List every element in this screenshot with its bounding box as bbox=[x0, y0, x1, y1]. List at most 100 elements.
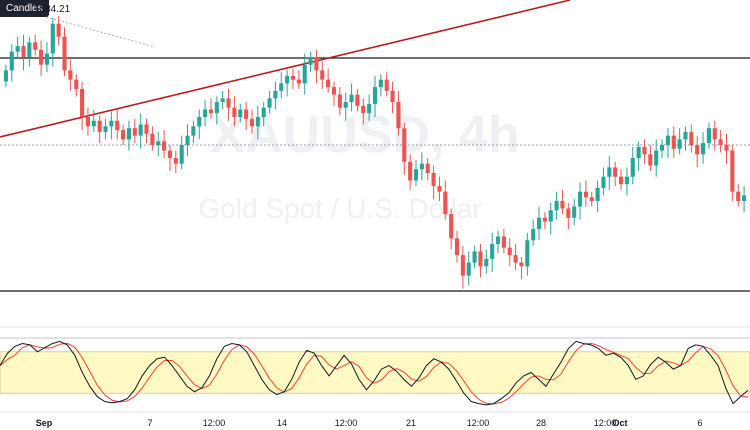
candle-body bbox=[121, 130, 126, 140]
candle-body bbox=[27, 42, 32, 58]
candle-body bbox=[742, 195, 747, 201]
candle-body bbox=[507, 247, 512, 256]
candle-body bbox=[156, 141, 161, 145]
candle-body bbox=[44, 53, 49, 65]
candle-body bbox=[384, 79, 389, 91]
candle-body bbox=[144, 124, 149, 134]
candle-body bbox=[115, 120, 120, 131]
series-tooltip[interactable]: Candles bbox=[0, 0, 49, 17]
candle-body bbox=[449, 214, 454, 239]
candle-body bbox=[337, 94, 342, 108]
candle-body bbox=[150, 133, 155, 145]
candle-body bbox=[3, 70, 8, 82]
candle-body bbox=[425, 163, 430, 173]
x-tick-label: Oct bbox=[612, 418, 627, 428]
candle-body bbox=[109, 120, 114, 127]
candle-body bbox=[601, 176, 606, 188]
trendline-dotted[interactable] bbox=[34, 13, 156, 48]
candle-body bbox=[718, 139, 723, 145]
candle-body bbox=[320, 70, 325, 80]
candle-body bbox=[624, 176, 629, 185]
candle-body bbox=[179, 145, 184, 164]
stochastic-k-line bbox=[0, 340, 749, 406]
candle-body bbox=[472, 251, 477, 263]
candle-body bbox=[185, 135, 190, 145]
x-tick-label: Sep bbox=[36, 418, 53, 428]
candle-body bbox=[208, 109, 214, 114]
trendline-rising[interactable] bbox=[0, 0, 571, 138]
candle-body bbox=[531, 229, 536, 241]
candle-body bbox=[613, 167, 618, 177]
candle-body bbox=[226, 98, 231, 108]
stochastic-pane[interactable] bbox=[0, 337, 750, 406]
candle-body bbox=[542, 217, 547, 222]
candle-body bbox=[267, 98, 272, 108]
candle-body bbox=[326, 79, 331, 88]
candle-body bbox=[519, 262, 524, 267]
candle-body bbox=[314, 57, 319, 71]
candle-body bbox=[671, 135, 676, 149]
candle-body bbox=[39, 49, 44, 65]
x-tick-label: 7 bbox=[147, 418, 152, 428]
candle-body bbox=[495, 236, 501, 244]
candle-body bbox=[173, 158, 178, 164]
candle-body bbox=[431, 173, 436, 187]
candle-body bbox=[197, 117, 202, 127]
candle-body bbox=[501, 236, 506, 248]
candle-body bbox=[736, 191, 741, 201]
candle-body bbox=[665, 135, 670, 145]
candle-body bbox=[138, 124, 143, 136]
candle-body bbox=[232, 107, 237, 117]
x-tick-label: 12:00 bbox=[335, 418, 358, 428]
candle-body bbox=[460, 255, 465, 276]
candle-body bbox=[513, 255, 518, 263]
candle-body bbox=[548, 210, 553, 222]
candle-body bbox=[595, 187, 600, 201]
candle-body bbox=[367, 103, 372, 114]
x-tick-label: 28 bbox=[536, 418, 546, 428]
candle-body bbox=[607, 167, 612, 177]
candle-body bbox=[525, 240, 530, 267]
candle-body bbox=[33, 42, 38, 50]
candle-body bbox=[372, 87, 378, 104]
candle-body bbox=[618, 176, 624, 185]
candle-body bbox=[255, 117, 260, 127]
candle-body bbox=[85, 117, 90, 127]
x-tick-label: 6 bbox=[697, 418, 702, 428]
candle-body bbox=[249, 118, 255, 127]
candle-body bbox=[683, 131, 688, 140]
candle-body bbox=[343, 102, 348, 108]
candle-body bbox=[413, 169, 419, 181]
candle-body bbox=[536, 217, 542, 229]
candle-body bbox=[589, 197, 594, 201]
price-label: 1884.21 bbox=[34, 4, 71, 15]
candle-body bbox=[132, 128, 137, 136]
candle-body bbox=[484, 258, 489, 267]
candle-body bbox=[97, 120, 102, 132]
candle-body bbox=[654, 150, 659, 166]
candle-body bbox=[15, 46, 20, 52]
candle-body bbox=[560, 201, 565, 209]
candle-body bbox=[9, 51, 14, 71]
watermark-description: Gold Spot / U.S. Dollar bbox=[198, 193, 481, 224]
candle-body bbox=[91, 120, 96, 127]
candles-group bbox=[3, 16, 747, 289]
candle-body bbox=[50, 23, 55, 54]
candle-body bbox=[167, 150, 173, 159]
candle-body bbox=[419, 163, 424, 170]
candle-body bbox=[566, 208, 571, 218]
candle-body bbox=[56, 23, 61, 37]
candle-body bbox=[630, 158, 635, 177]
candle-body bbox=[349, 94, 354, 103]
watermark: XAUUSD, 4h Gold Spot / U.S. Dollar bbox=[198, 106, 519, 224]
candle-body bbox=[331, 87, 337, 95]
candle-body bbox=[554, 201, 559, 211]
candle-body bbox=[677, 139, 682, 149]
candle-body bbox=[648, 154, 653, 166]
candle-body bbox=[273, 90, 278, 99]
candle-body bbox=[689, 131, 694, 145]
candle-body bbox=[126, 128, 132, 140]
candle-body bbox=[437, 186, 442, 192]
